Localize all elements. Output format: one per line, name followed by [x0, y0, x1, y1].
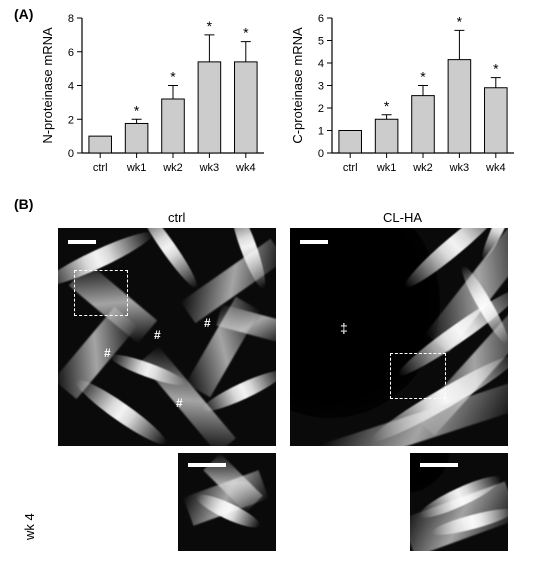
svg-text:wk2: wk2 [162, 162, 183, 174]
chart-n-svg: 0 2 4 6 8 N-proteinase mRNA ctrl wk1 * wk2 * wk3 * wk… [40, 8, 270, 183]
svg-text:wk1: wk1 [126, 162, 147, 174]
hash-mark: # [204, 316, 211, 330]
roi-box-ctrl [74, 270, 128, 316]
svg-text:1: 1 [318, 126, 324, 138]
svg-text:*: * [493, 61, 499, 77]
svg-text:8: 8 [68, 13, 74, 25]
svg-text:*: * [170, 69, 176, 85]
svg-text:*: * [207, 18, 213, 34]
svg-text:C-proteinase mRNA: C-proteinase mRNA [290, 27, 305, 144]
scale-bar [188, 463, 226, 467]
chart-n-proteinase: 0 2 4 6 8 N-proteinase mRNA ctrl wk1 * wk2 * wk3 * wk… [40, 8, 270, 183]
side-label-wk4: wk 4 [22, 513, 37, 540]
scale-bar [68, 240, 96, 244]
panel-a-label: (A) [14, 6, 33, 22]
hash-mark: # [176, 396, 183, 410]
micrograph-ctrl-inset [178, 453, 276, 551]
roi-box-clha [390, 353, 446, 399]
svg-text:*: * [134, 102, 140, 118]
micrograph-clha-inset [410, 453, 508, 551]
svg-text:wk4: wk4 [485, 162, 506, 174]
svg-text:0: 0 [68, 148, 74, 160]
svg-text:*: * [384, 98, 390, 114]
scale-bar [420, 463, 458, 467]
svg-text:6: 6 [318, 13, 324, 25]
svg-text:wk2: wk2 [412, 162, 433, 174]
svg-text:4: 4 [318, 58, 324, 70]
header-ctrl: ctrl [168, 210, 185, 225]
svg-text:N-proteinase mRNA: N-proteinase mRNA [40, 27, 55, 144]
svg-text:wk4: wk4 [235, 162, 256, 174]
chart-c-svg: 0 1 2 3 4 5 6 C-proteinase mRNA ctrl wk1 * wk2 * wk3 *… [290, 8, 520, 183]
svg-text:ctrl: ctrl [93, 162, 108, 174]
svg-text:0: 0 [318, 148, 324, 160]
svg-text:wk3: wk3 [199, 162, 220, 174]
chart-c-proteinase: 0 1 2 3 4 5 6 C-proteinase mRNA ctrl wk1 * wk2 * wk3 *… [290, 8, 520, 183]
svg-text:2: 2 [68, 114, 74, 126]
svg-text:3: 3 [318, 81, 324, 93]
svg-text:wk1: wk1 [376, 162, 397, 174]
svg-text:*: * [457, 13, 463, 29]
header-clha: CL-HA [383, 210, 422, 225]
micrograph-clha-wk4: ‡ [290, 228, 508, 446]
svg-text:ctrl: ctrl [343, 162, 358, 174]
micrograph-ctrl-wk4: # # # # [58, 228, 276, 446]
svg-text:*: * [243, 25, 249, 41]
svg-text:*: * [420, 69, 426, 85]
panel-b-label: (B) [14, 196, 33, 212]
hash-mark: # [104, 346, 111, 360]
svg-text:2: 2 [318, 103, 324, 115]
hash-mark: # [154, 328, 161, 342]
scale-bar [300, 240, 328, 244]
svg-text:4: 4 [68, 81, 74, 93]
svg-text:wk3: wk3 [449, 162, 470, 174]
charts-container: 0 2 4 6 8 N-proteinase mRNA ctrl wk1 * wk2 * wk3 * wk… [40, 8, 520, 183]
svg-text:5: 5 [318, 36, 324, 48]
double-dagger: ‡ [340, 320, 348, 336]
svg-text:6: 6 [68, 47, 74, 59]
